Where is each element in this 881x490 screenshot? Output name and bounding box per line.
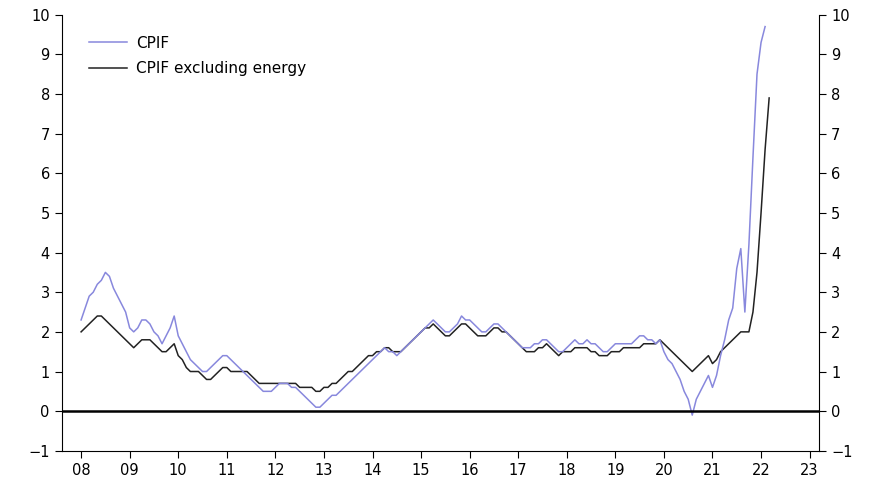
CPIF [403,341,414,347]
CPIF excluding energy [311,389,322,394]
CPIF [173,333,183,339]
CPIF excluding energy [764,95,774,101]
CPIF [759,24,770,29]
CPIF excluding energy [561,349,572,355]
Legend: CPIF, CPIF excluding energy: CPIF, CPIF excluding energy [85,31,311,81]
CPIF excluding energy [663,345,673,351]
CPIF excluding energy [485,329,495,335]
CPIF excluding energy [695,361,706,367]
CPIF excluding energy [201,376,211,382]
CPIF [330,392,341,398]
CPIF [408,337,418,343]
CPIF [76,317,86,323]
CPIF [687,412,698,418]
Line: CPIF: CPIF [81,26,765,415]
Line: CPIF excluding energy: CPIF excluding energy [81,98,769,392]
CPIF excluding energy [76,329,86,335]
CPIF [691,396,701,402]
CPIF excluding energy [509,337,520,343]
CPIF [436,325,447,331]
